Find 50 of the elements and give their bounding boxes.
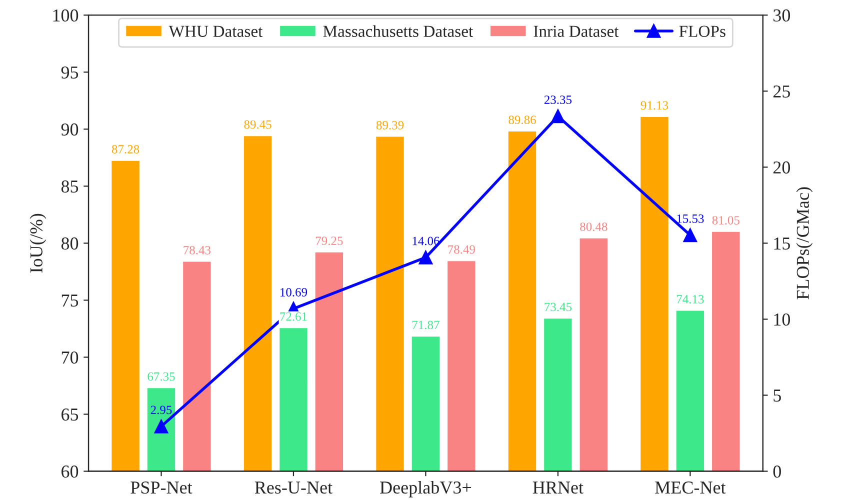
point [683,228,698,242]
data-label: 78.49 [448,245,475,254]
data-label: 72.61 [280,312,307,321]
x-tick-label: Res-U-Net [254,482,332,494]
data-label: 74.13 [676,295,704,304]
data-label: 91.13 [640,101,668,110]
data-label: 23.35 [544,96,572,104]
point [154,419,168,434]
x-tick-label: PSP-Net [130,482,192,494]
data-label: 80.48 [580,222,608,232]
data-label: 78.43 [184,246,211,254]
point [551,109,565,124]
y2-tick-label: 10 [774,313,790,326]
y2-axis-title: FLOPs(/GMac) [796,187,813,300]
data-label: 67.35 [148,372,175,381]
legend-label: WHU Dataset [168,26,263,38]
data-label: 71.87 [412,320,440,330]
point [418,250,433,264]
data-label: 87.28 [112,145,140,154]
x-tick-label: MEC-Net [655,482,726,494]
y-tick-label: 75 [62,294,78,307]
y-tick-label: 100 [53,9,78,22]
data-label: 79.25 [316,236,343,246]
x-tick-label: HRNet [532,482,584,494]
y2-tick-label: 5 [774,390,781,402]
y-tick-label: 85 [61,180,78,193]
data-label: 89.86 [508,116,536,124]
data-label: 10.69 [280,288,308,297]
data-label: 89.39 [376,120,404,130]
data-label: 81.05 [712,216,740,225]
data-label: 2.95 [150,406,172,414]
y2-tick-label: 30 [774,9,790,22]
y2-tick-label: 0 [773,465,781,478]
y-tick-label: 65 [62,408,78,421]
data-label: 15.53 [677,214,704,223]
y-tick-label: 95 [61,66,78,79]
legend-label: Massachusetts Dataset [323,25,474,37]
y2-tick-label: 15 [774,238,790,250]
y-tick-label: 70 [62,351,78,364]
x-tick-label: DeeplabV3+ [380,480,472,498]
y-tick-label: 90 [61,123,78,136]
legend-label: Inria Dataset [534,26,619,37]
legend-label: FLOPs [679,26,726,37]
y-tick-label: 80 [61,237,78,250]
y2-tick-label: 20 [773,161,790,174]
y-axis-title: IoU(/%) [30,214,46,273]
y2-tick-label: 25 [773,85,790,98]
data-label: 89.45 [244,120,272,129]
data-label: 73.45 [544,302,572,312]
y-tick-label: 60 [62,465,78,478]
